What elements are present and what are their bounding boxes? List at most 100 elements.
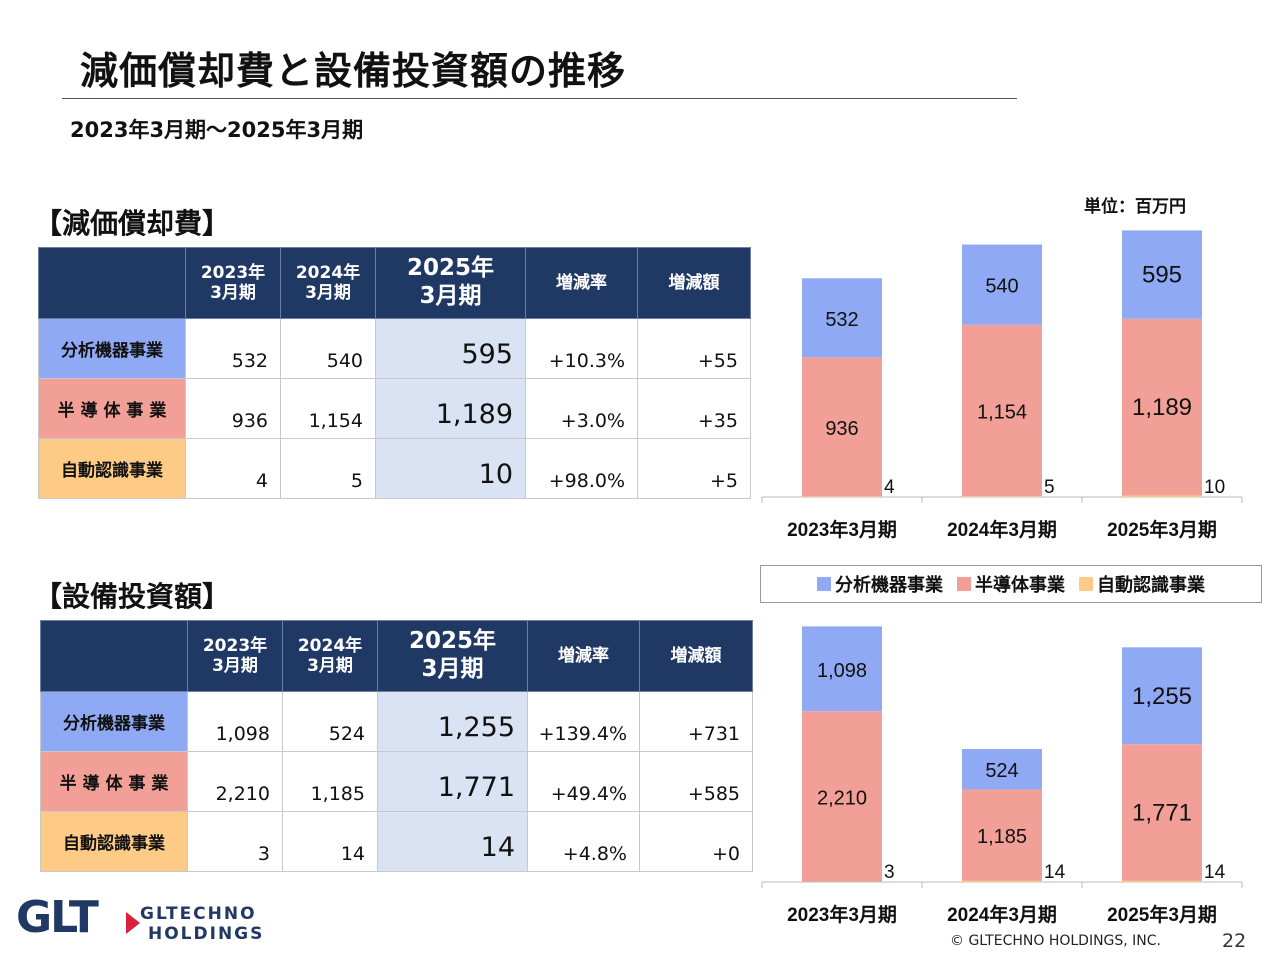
bar-segment [1122,230,1202,319]
table-row: 自動認識事業 4 5 10 +98.0% +5 [38,438,751,499]
table-cell: +55 [637,318,751,379]
bar-segment [962,880,1042,882]
logo-text-line2: HOLDINGS [148,924,265,944]
table-cell-highlight: 10 [375,438,526,499]
category-label: 2024年3月期 [947,518,1057,541]
data-label: 936 [825,418,858,440]
bar-segment [1122,880,1202,882]
legend-swatch [1079,577,1093,591]
table-cell: 5 [280,438,376,499]
segment-label: 自動認識事業 [38,438,186,499]
unit-label: 単位：百万円 [1084,197,1186,217]
depreciation-heading: 【減価償却費】 [34,207,231,240]
bar-segment [1122,495,1202,497]
data-label: 14 [1044,862,1066,883]
table-cell-highlight: 14 [377,811,528,872]
chart-legend: 分析機器事業 半導体事業 自動認識事業 [760,565,1262,603]
table-cell: +98.0% [525,438,638,499]
data-label: 2,210 [817,787,867,809]
table-cell: 1,185 [282,751,378,812]
header-rate: 増減率 [527,620,640,692]
table-cell: 3 [187,811,283,872]
table-cell: +5 [637,438,751,499]
data-label: 595 [1142,262,1182,289]
header-blank [38,247,186,319]
capex-heading: 【設備投資額】 [34,580,231,613]
table-cell: +585 [639,751,753,812]
header-diff: 増減額 [637,247,751,319]
table-cell: 936 [185,378,281,439]
bar-segment [962,789,1042,881]
bar-segment [962,748,1042,790]
segment-label: 半 導 体 事 業 [40,751,188,812]
table-cell: +0 [639,811,753,872]
header-2024: 2024年 3月期 [282,620,378,692]
category-label: 2025年3月期 [1107,903,1217,926]
table-cell: +4.8% [527,811,640,872]
depreciation-table: 2023年 3月期 2024年 3月期 2025年 3月期 増減率 増減額 分析… [38,247,751,499]
data-label: 14 [1204,862,1226,883]
logo-text-line1: GLTECHNO [140,904,257,924]
table-cell-highlight: 1,189 [375,378,526,439]
segment-label: 半 導 体 事 業 [38,378,186,439]
data-label: 532 [825,309,858,331]
category-label: 2025年3月期 [1107,518,1217,541]
copyright: © GLTECHNO HOLDINGS, INC. [950,933,1162,949]
category-label: 2023年3月期 [787,518,897,541]
legend-item-auto-id: 自動認識事業 [1079,571,1205,597]
table-header-row: 2023年 3月期 2024年 3月期 2025年 3月期 増減率 増減額 [40,620,753,692]
bar-segment [802,626,882,712]
bar-segment [962,324,1042,497]
period-label: 2023年3月期～2025年3月期 [70,118,364,142]
bar-segment [962,244,1042,325]
data-label: 540 [985,276,1018,298]
data-label: 524 [985,760,1018,782]
bar-segment [1122,647,1202,745]
table-cell: +731 [639,691,753,752]
bar-segment [802,496,882,497]
header-diff: 増減額 [639,620,753,692]
bar-segment [962,496,1042,497]
bar-segment [1122,318,1202,496]
data-label: 1,154 [977,402,1027,424]
data-label: 1,189 [1132,394,1192,421]
header-2025: 2025年 3月期 [377,620,528,692]
bar-segment [802,278,882,358]
table-cell-highlight: 1,255 [377,691,528,752]
table-row: 半 導 体 事 業 936 1,154 1,189 +3.0% +35 [38,378,751,439]
header-2024: 2024年 3月期 [280,247,376,319]
data-label: 3 [884,862,895,883]
bar-segment [1122,744,1202,881]
table-header-row: 2023年 3月期 2024年 3月期 2025年 3月期 増減率 増減額 [38,247,751,319]
legend-item-semiconductor: 半導体事業 [957,571,1065,597]
table-row: 自動認識事業 3 14 14 +4.8% +0 [40,811,753,872]
table-cell: 4 [185,438,281,499]
data-label: 5 [1044,477,1055,498]
title-divider [62,98,1017,99]
table-cell: 14 [282,811,378,872]
data-label: 4 [884,477,895,498]
header-2023: 2023年 3月期 [185,247,281,319]
page-title: 減価償却費と設備投資額の推移 [80,49,627,93]
legend-swatch [957,577,971,591]
header-blank [40,620,188,692]
data-label: 1,185 [977,826,1027,848]
bar-segment [802,711,882,882]
bar-segment [802,357,882,497]
segment-label: 自動認識事業 [40,811,188,872]
data-label: 10 [1204,477,1225,498]
logo-triangle-icon [126,912,140,934]
segment-label: 分析機器事業 [40,691,188,752]
legend-item-analytical: 分析機器事業 [817,571,943,597]
category-label: 2023年3月期 [787,903,897,926]
table-cell: 2,210 [187,751,283,812]
data-label: 1,098 [817,660,867,682]
header-rate: 増減率 [525,247,638,319]
data-label: 1,771 [1132,800,1192,827]
table-cell: +49.4% [527,751,640,812]
table-row: 半 導 体 事 業 2,210 1,185 1,771 +49.4% +585 [40,751,753,812]
table-cell: 532 [185,318,281,379]
logo-mark: GLT [16,892,99,943]
